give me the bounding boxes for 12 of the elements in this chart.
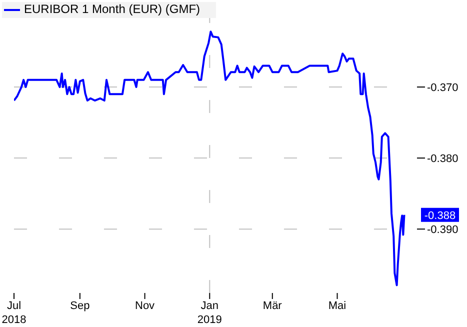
x-tick-label: Jul 2018 <box>2 300 26 326</box>
legend-label: EURIBOR 1 Month (EUR) (GMF) <box>24 2 200 16</box>
x-tick-label: Mai <box>328 300 346 312</box>
x-tick-label: Jan 2019 <box>197 300 222 326</box>
y-tick-label: -0.390 <box>427 224 458 236</box>
y-tick-label: -0.370 <box>427 82 458 94</box>
x-tick-label: Nov <box>135 300 156 312</box>
y-tick-label: -0.380 <box>427 152 458 165</box>
annotation: -0.388 <box>424 210 456 222</box>
x-tick-label: Mär <box>262 300 282 312</box>
line-series <box>14 30 406 286</box>
x-tick-label: Sep <box>70 300 90 312</box>
